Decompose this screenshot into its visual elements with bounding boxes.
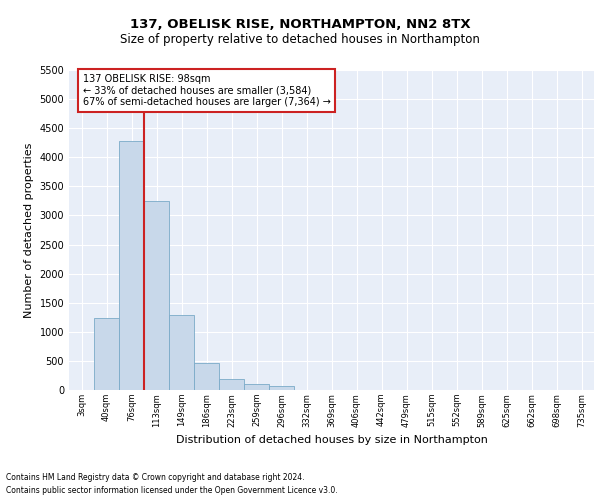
- Text: Size of property relative to detached houses in Northampton: Size of property relative to detached ho…: [120, 32, 480, 46]
- Text: Contains public sector information licensed under the Open Government Licence v3: Contains public sector information licen…: [6, 486, 338, 495]
- Bar: [119, 141, 144, 390]
- Bar: [94, 318, 119, 390]
- Bar: [144, 202, 169, 390]
- Bar: [219, 378, 244, 390]
- Bar: [194, 363, 219, 390]
- X-axis label: Distribution of detached houses by size in Northampton: Distribution of detached houses by size …: [176, 435, 487, 445]
- Bar: [269, 386, 294, 390]
- Bar: [169, 315, 194, 390]
- Text: Contains HM Land Registry data © Crown copyright and database right 2024.: Contains HM Land Registry data © Crown c…: [6, 474, 305, 482]
- Text: 137 OBELISK RISE: 98sqm
← 33% of detached houses are smaller (3,584)
67% of semi: 137 OBELISK RISE: 98sqm ← 33% of detache…: [83, 74, 331, 107]
- Y-axis label: Number of detached properties: Number of detached properties: [24, 142, 34, 318]
- Bar: [244, 384, 269, 390]
- Text: 137, OBELISK RISE, NORTHAMPTON, NN2 8TX: 137, OBELISK RISE, NORTHAMPTON, NN2 8TX: [130, 18, 470, 30]
